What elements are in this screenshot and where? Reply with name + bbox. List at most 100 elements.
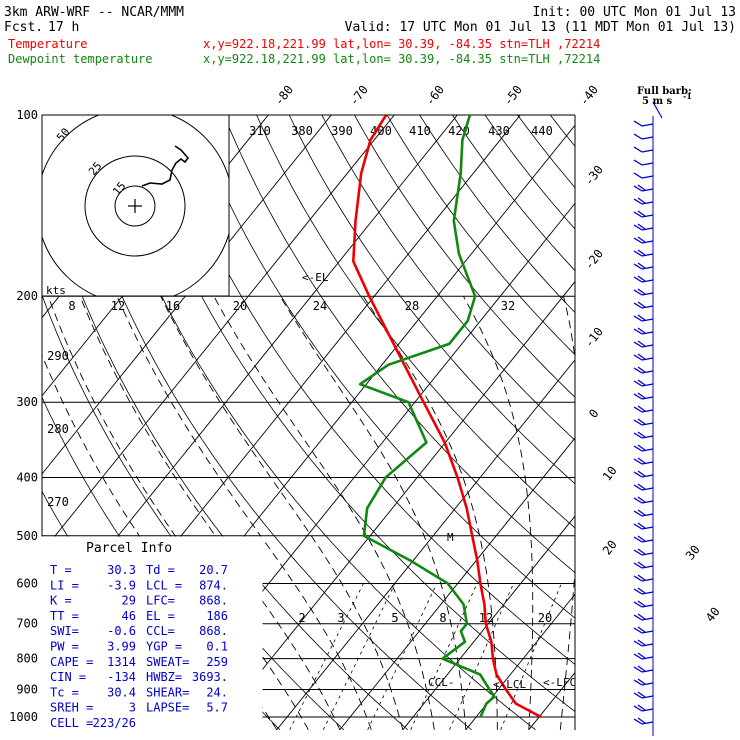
dry-adiabat-line bbox=[637, 102, 740, 730]
dry-adiabat-line bbox=[484, 115, 575, 230]
theta-label: 400 bbox=[370, 124, 392, 138]
parcel-label: CAPE = bbox=[50, 655, 93, 669]
wind-barb bbox=[633, 704, 654, 712]
dry-adiabat-line bbox=[256, 115, 575, 529]
parcel-value: 30.4 bbox=[107, 685, 136, 699]
legend-dewpoint: Dewpoint temperature bbox=[8, 52, 153, 66]
isotherm-line bbox=[339, 437, 575, 730]
parcel-value: 0.1 bbox=[206, 640, 228, 654]
parcel-value: 3693. bbox=[192, 670, 228, 684]
mixing-ratio-top-label: 20 bbox=[233, 299, 247, 313]
mixing-ratio-top-label: 32 bbox=[501, 299, 515, 313]
isotherm-line bbox=[213, 280, 575, 730]
parcel-label: TT = bbox=[50, 609, 79, 623]
moist-adiabat-line bbox=[213, 295, 435, 730]
dry-adiabat-line bbox=[321, 115, 575, 441]
m-marker: M bbox=[447, 531, 454, 544]
dry-adiabat-line bbox=[223, 115, 575, 574]
wind-barb bbox=[633, 496, 654, 504]
parcel-label: SREH = bbox=[50, 701, 93, 715]
mixing-ratio-low-label: 20 bbox=[538, 611, 552, 625]
wind-barb bbox=[633, 600, 654, 608]
isotherm-label: -30 bbox=[582, 163, 606, 189]
mixing-ratio-low-label: 8 bbox=[439, 611, 446, 625]
wind-barb bbox=[633, 301, 654, 309]
wind-barb bbox=[633, 223, 654, 231]
wind-barb bbox=[633, 146, 654, 153]
pressure-label: 300 bbox=[16, 395, 38, 409]
isotherm-label: -60 bbox=[423, 83, 447, 109]
mixing-ratio-line bbox=[289, 583, 364, 730]
parcel-value: 223/26 bbox=[93, 716, 136, 730]
theta-label: 410 bbox=[409, 124, 431, 138]
model-title: 3km ARW-WRF -- NCAR/MMM bbox=[4, 5, 184, 20]
el-marker: <-EL bbox=[302, 271, 329, 284]
parcel-value: 24. bbox=[206, 685, 228, 699]
parcel-label: T = bbox=[50, 563, 72, 577]
wind-barb bbox=[633, 574, 654, 582]
dry-adiabat-line bbox=[354, 115, 575, 398]
barb-legend-value: 5 m s bbox=[642, 96, 673, 107]
parcel-value: 259 bbox=[206, 655, 228, 669]
isotherm-label: 30 bbox=[683, 543, 703, 563]
dry-adiabat-line bbox=[549, 115, 575, 147]
parcel-label: HWBZ= bbox=[146, 670, 182, 684]
wind-barb bbox=[633, 184, 654, 192]
isotherm-label: -10 bbox=[582, 325, 606, 351]
isotherm-line bbox=[276, 359, 575, 730]
wind-barb bbox=[633, 210, 654, 218]
parcel-label: YGP = bbox=[146, 640, 182, 654]
isotherm-line bbox=[655, 115, 740, 730]
mixing-ratio-low-label: 2 bbox=[298, 611, 305, 625]
legend-temperature: Temperature bbox=[8, 37, 87, 51]
pressure-label: 100 bbox=[16, 108, 38, 122]
parcel-label: SHEAR= bbox=[146, 685, 189, 699]
parcel-label: LI = bbox=[50, 578, 79, 592]
wind-barb bbox=[633, 665, 654, 673]
isotherm-labels: -80 -70 -60 -50 -40 -30 -20 -10 0 10 20 30 40 bbox=[272, 83, 723, 625]
isotherm-label: 10 bbox=[600, 464, 620, 484]
wind-barb bbox=[633, 340, 654, 348]
mixing-ratio-top-label: 24 bbox=[313, 299, 327, 313]
parcel-value: 868. bbox=[199, 594, 228, 608]
wind-barb bbox=[633, 275, 654, 283]
wind-barb bbox=[633, 678, 654, 686]
parcel-label: LFC= bbox=[146, 594, 175, 608]
moist-adiabat-line bbox=[362, 295, 498, 730]
pressure-label: 600 bbox=[16, 576, 38, 590]
parcel-value: 3 bbox=[129, 701, 136, 715]
wind-barb bbox=[633, 288, 654, 296]
pressure-label: 200 bbox=[16, 289, 38, 303]
wind-barb bbox=[633, 535, 654, 543]
wind-barb bbox=[633, 366, 654, 374]
isotherm-label: 0 bbox=[586, 406, 601, 420]
theta-label: 380 bbox=[291, 124, 313, 138]
mixing-ratio-top-label: 12 bbox=[111, 299, 125, 313]
parcel-value: 1314 bbox=[107, 655, 136, 669]
parcel-value: 186 bbox=[206, 609, 228, 623]
wind-barb bbox=[633, 613, 654, 621]
hodograph-ring bbox=[114, 185, 156, 227]
thermo-background bbox=[42, 102, 740, 730]
parcel-value: 30.3 bbox=[107, 563, 136, 577]
dry-adiabat-line bbox=[605, 102, 740, 730]
pressure-label: 400 bbox=[16, 470, 38, 484]
barb-legend-title: Full barb: bbox=[637, 86, 692, 97]
parcel-label: SWI= bbox=[50, 624, 79, 638]
isotherm-line bbox=[528, 671, 575, 730]
hodograph-ring bbox=[84, 155, 186, 257]
wind-barb bbox=[633, 120, 654, 127]
wind-barb bbox=[633, 133, 654, 140]
parcel-value: -134 bbox=[107, 670, 136, 684]
parcel-label: CIN = bbox=[50, 670, 86, 684]
pressure-tick-labels: 100 200 300 400 500 600 700 800 900 1000 bbox=[9, 108, 38, 724]
parcel-label: LCL = bbox=[146, 578, 182, 592]
parcel-label: Td = bbox=[146, 563, 175, 577]
parcel-value: 29 bbox=[122, 594, 136, 608]
theta-label-left: 280 bbox=[47, 422, 69, 436]
dry-adiabat-line bbox=[288, 115, 575, 485]
pressure-label: 500 bbox=[16, 529, 38, 543]
wind-barb bbox=[633, 639, 654, 647]
